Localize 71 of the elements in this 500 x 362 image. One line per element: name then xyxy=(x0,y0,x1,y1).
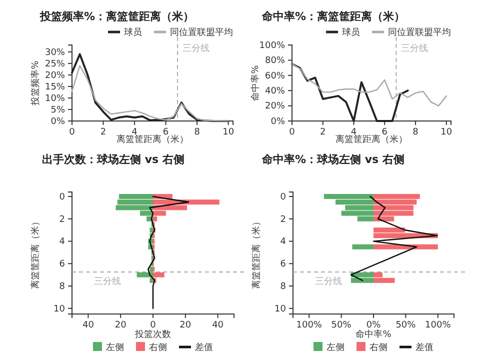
line-series xyxy=(291,63,409,122)
y-tick-label: 80% xyxy=(264,56,286,66)
chart-title: 命中率%：球场左侧 vs 右侧 xyxy=(261,153,404,166)
x-tick-label: 2 xyxy=(100,127,106,138)
y-tick-label: 8 xyxy=(59,282,66,292)
y-tick-label: 5% xyxy=(50,105,66,116)
legend-label: 同位置联盟平均 xyxy=(170,27,233,38)
y-tick-label: 20% xyxy=(264,102,286,112)
x-tick-label: 8 xyxy=(412,127,419,138)
bar xyxy=(374,244,438,250)
x-tick-label: 20 xyxy=(180,320,192,330)
legend-label: 左侧 xyxy=(106,342,124,353)
y-tick-label: 0% xyxy=(50,116,66,127)
y-tick-label: 0 xyxy=(280,192,286,202)
y-tick-label: 8 xyxy=(280,282,286,292)
x-tick-label: 50% xyxy=(331,320,352,330)
legend-label: 差值 xyxy=(416,342,434,353)
x-tick-label: 10 xyxy=(440,127,452,138)
y-tick-label: 25% xyxy=(44,59,66,70)
y-tick-label: 40% xyxy=(264,86,286,96)
x-tick-label: 10 xyxy=(222,127,234,138)
y-tick-label: 4 xyxy=(59,237,66,248)
legend-label: 差值 xyxy=(195,342,213,353)
legend-label: 左侧 xyxy=(326,342,344,353)
y-axis-title: 离篮筐距离（米） xyxy=(251,217,262,289)
y-axis-title: 命中率% xyxy=(250,64,261,101)
y-tick-label: 6 xyxy=(280,260,286,270)
y-tick-label: 2 xyxy=(59,214,65,225)
y-tick-label: 4 xyxy=(280,237,286,248)
y-tick-label: 2 xyxy=(280,214,286,225)
y-tick-label: 30% xyxy=(44,48,66,58)
x-axis-title: 投篮次数 xyxy=(134,329,171,340)
x-tick-label: 0 xyxy=(289,127,296,138)
y-tick-label: 0% xyxy=(270,116,286,127)
x-axis-title: 命中率% xyxy=(356,329,392,340)
y-tick-label: 20% xyxy=(44,70,66,81)
y-axis-title: 离篮筐距离（米） xyxy=(30,217,41,289)
legend-label: 右侧 xyxy=(370,342,388,353)
chart-title: 投篮频率%：离篮筐距离（米） xyxy=(39,10,194,23)
x-tick-label: 100% xyxy=(296,320,322,330)
x-tick-label: 0 xyxy=(150,320,156,330)
legend-label: 右侧 xyxy=(149,342,167,353)
y-tick-label: 6 xyxy=(59,260,66,270)
x-tick-label: 50% xyxy=(396,320,416,330)
ref-line-label: 三分线 xyxy=(182,43,210,54)
y-tick-label: 100% xyxy=(259,40,286,51)
x-tick-label: 20 xyxy=(114,320,127,330)
chart-title: 出手次数：球场左侧 vs 右侧 xyxy=(42,153,184,166)
legend-label: 同位置联盟平均 xyxy=(388,27,451,38)
y-tick-label: 10 xyxy=(54,304,66,314)
y-tick-label: 60% xyxy=(264,71,286,82)
y-tick-label: 10% xyxy=(44,94,66,104)
ref-line-label: 三分线 xyxy=(315,276,342,288)
x-tick-label: 0 xyxy=(69,127,76,138)
line-series xyxy=(71,53,230,122)
ref-line-label: 三分线 xyxy=(401,43,428,54)
x-tick-label: 40 xyxy=(212,320,224,330)
y-axis-title: 投篮频率% xyxy=(30,60,41,106)
x-tick-label: 100% xyxy=(425,320,452,330)
y-tick-label: 0 xyxy=(59,192,66,202)
ref-line-label: 三分线 xyxy=(94,276,121,288)
x-tick-label: 8 xyxy=(194,127,200,138)
x-tick-label: 0% xyxy=(366,320,382,330)
x-tick-label: 2 xyxy=(320,127,326,138)
y-tick-label: 15% xyxy=(44,82,66,92)
bar xyxy=(352,244,374,250)
y-tick-label: 10 xyxy=(274,304,286,314)
legend-label: 球员 xyxy=(124,27,142,38)
chart-title: 命中率%：离篮筐距离（米） xyxy=(261,10,406,23)
x-tick-label: 40 xyxy=(82,320,94,330)
legend-label: 球员 xyxy=(342,27,360,38)
